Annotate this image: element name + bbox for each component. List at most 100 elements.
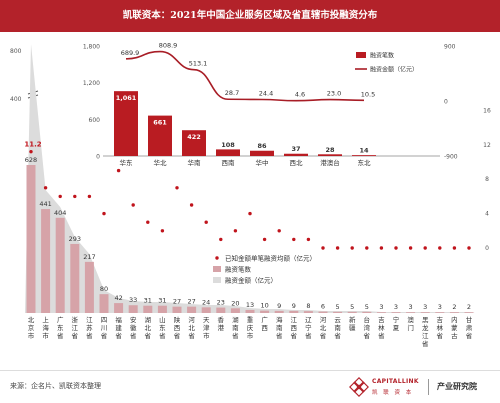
region-left-tick-label: 600 [89, 117, 101, 124]
page-title: 凯联资本：2021年中国企业服务区域及省直辖市投融资分布 [122, 10, 378, 21]
region-line-label: 28.7 [225, 89, 239, 97]
province-bar-label: 6 [321, 303, 325, 311]
province-category-label: 内蒙古 [451, 315, 458, 340]
province-bar-label: 9 [277, 302, 281, 310]
province-left-tick-label: 800 [10, 48, 22, 55]
region-category-label: 华南 [188, 158, 202, 167]
province-bar-label: 293 [69, 235, 81, 243]
title-banner [0, 0, 500, 32]
province-right-tick-label: 0 [485, 245, 489, 252]
region-bar [148, 115, 172, 156]
province-category-label: 黑龙江省 [422, 316, 429, 348]
region-bar-label: 28 [325, 146, 335, 154]
province-category-label: 安徽省 [130, 315, 137, 340]
province-right-tick-label: 4 [485, 211, 489, 218]
province-bar [99, 294, 109, 313]
region-bar [114, 91, 138, 156]
region-line-label: 4.6 [295, 91, 305, 99]
legend-area-swatch [213, 277, 221, 283]
region-right-tick-label: 0 [444, 99, 448, 106]
province-bar [26, 165, 36, 313]
province-bar [245, 309, 255, 313]
province-right-tick-label: 8 [485, 176, 489, 183]
region-right-tick-label: -900 [444, 154, 458, 161]
province-bar [464, 312, 474, 313]
province-bar [230, 308, 240, 313]
region-category-label: 港澳台 [320, 158, 340, 167]
province-avg-dot [189, 203, 194, 207]
province-bar-label: 3 [438, 303, 442, 311]
province-category-label: 广西 [261, 315, 268, 332]
region-category-label: 华北 [154, 158, 168, 167]
province-avg-dot [131, 203, 135, 207]
region-left-tick-label: 1,200 [83, 80, 100, 87]
province-avg-dot [58, 194, 62, 199]
province-bar-label: 80 [100, 285, 108, 293]
province-bar [303, 311, 313, 313]
logo-text-cn: 凯 联 资 本 [372, 390, 414, 396]
province-category-label: 河北省 [188, 316, 195, 340]
province-category-label: 福建省 [115, 315, 122, 340]
province-avg-dot [408, 246, 413, 250]
province-bar [289, 310, 299, 313]
region-bar [250, 150, 274, 156]
province-category-label: 天津市 [203, 316, 210, 340]
province-category-label: 江西省 [291, 316, 298, 340]
province-bar-label: 5 [365, 303, 369, 311]
province-bar [114, 303, 124, 313]
region-bar [216, 149, 240, 156]
region-legend-count: 融资笔数 [370, 52, 394, 60]
legend-label-avg: 已知金额单笔融资均额（亿元） [225, 254, 316, 263]
province-category-label: 北京市 [28, 316, 35, 340]
province-category-label: 宁夏 [393, 315, 400, 332]
region-left-tick-label: 0 [96, 154, 100, 161]
region-category-label: 东北 [358, 158, 372, 167]
province-category-label: 香港 [218, 315, 225, 332]
province-category-label: 山东省 [159, 315, 166, 340]
province-bar-label: 24 [202, 298, 210, 306]
region-bar [284, 153, 308, 156]
province-avg-dot [248, 211, 252, 216]
province-bar [391, 312, 401, 313]
region-legend-amount: 融资金额（亿元） [370, 66, 418, 74]
province-avg-dot [43, 186, 48, 190]
province-category-label: 重庆市 [247, 316, 254, 340]
province-avg-dot [452, 246, 457, 250]
province-avg-dot [277, 229, 281, 233]
province-bar [435, 312, 445, 313]
legend-dot-marker [215, 256, 219, 260]
province-category-label: 吉林省 [378, 316, 385, 340]
province-avg-dot [116, 168, 121, 173]
footer-divider [0, 370, 500, 371]
province-bar-label: 2 [467, 303, 471, 311]
province-bar [70, 243, 80, 313]
region-bar-label: 108 [221, 141, 235, 149]
province-bar [362, 311, 372, 313]
province-bar [376, 312, 386, 313]
province-avg-dot [292, 237, 296, 242]
source-note: 来源：企名片、凯联资本整理 [10, 382, 101, 390]
region-line-label: 24.4 [259, 90, 273, 98]
province-category-label: 台湾省 [364, 315, 371, 340]
province-category-label: 海南省 [276, 315, 283, 340]
province-avg-dot [423, 246, 427, 250]
province-avg-dot [175, 186, 179, 190]
province-bar-label: 3 [394, 303, 398, 311]
province-bar [449, 312, 459, 313]
province-bar-label: 5 [350, 303, 354, 311]
province-category-label: 广东省 [57, 315, 64, 340]
province-bar [172, 306, 182, 313]
province-bar [143, 305, 153, 313]
region-bar-label: 1,061 [116, 94, 137, 102]
region-line-label: 808.9 [159, 42, 178, 50]
region-bar [182, 130, 206, 156]
region-category-label: 华中 [256, 158, 269, 167]
province-avg-dot [394, 246, 398, 250]
province-bar-label: 10 [260, 302, 268, 310]
province-avg-dot [467, 246, 471, 250]
province-avg-dot [262, 237, 267, 242]
region-line-label: 513.1 [189, 60, 208, 68]
province-avg-dot [219, 237, 223, 242]
province-bar-label: 217 [83, 253, 95, 261]
